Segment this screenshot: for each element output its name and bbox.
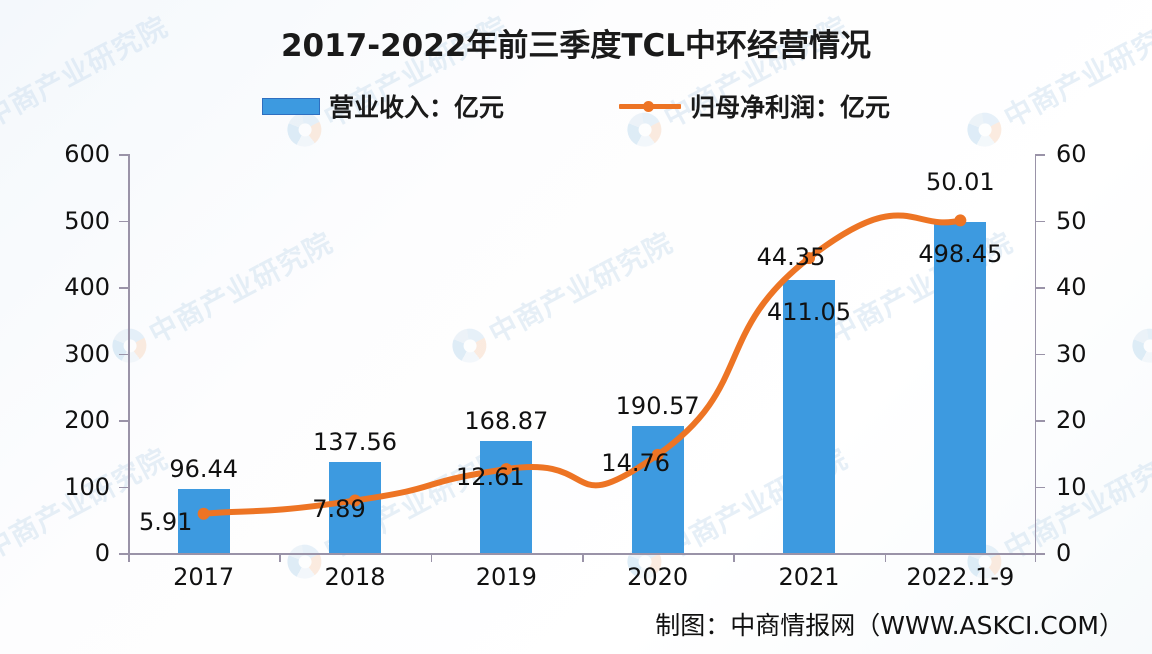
y-axis-left-tick-label: 300 (64, 339, 110, 368)
y-axis-right-tick-label: 40 (1056, 273, 1087, 301)
y-axis-right-tick-label: 50 (1056, 206, 1087, 235)
bar[interactable] (631, 426, 684, 553)
y-axis-right (1034, 154, 1036, 553)
y-axis-left-tick (119, 154, 128, 156)
y-axis-right-tick (1036, 154, 1045, 156)
line-value-label: 7.89 (312, 494, 366, 523)
line-value-label: 5.91 (138, 507, 193, 536)
bar-swatch-icon (261, 97, 320, 115)
y-axis-left-tick (119, 287, 128, 289)
legend-item-net-profit[interactable]: 归母净利润：亿元 (619, 88, 890, 124)
page-title: 2017-2022年前三季度TCL中环经营情况 (280, 28, 872, 64)
y-axis-right-tick (1036, 287, 1045, 289)
x-axis-label: 2018 (324, 563, 386, 591)
bar[interactable] (329, 461, 381, 553)
y-axis-left-tick-label: 400 (64, 273, 110, 301)
y-axis-left-tick-label: 0 (94, 539, 110, 567)
line-point-marker[interactable] (954, 214, 967, 227)
y-axis-right-tick-label: 30 (1056, 339, 1087, 368)
y-axis-left-tick-label: 500 (64, 206, 110, 235)
plot-area: 0 100 200 300 400 500 600 0 10 20 30 40 50 60 2017 20… (64, 142, 1086, 591)
x-axis-tick (1034, 553, 1036, 562)
line-point-marker[interactable] (349, 494, 361, 507)
y-axis-right-tick-label: 60 (1056, 140, 1087, 168)
x-axis-label: 2017 (173, 563, 235, 591)
y-axis-right-tick-label: 10 (1056, 472, 1087, 501)
y-axis-right-tick (1036, 420, 1045, 422)
line-marker-icon (619, 98, 681, 115)
x-axis-label: 2022.1-9 (906, 563, 1015, 591)
legend-label-net-profit: 归母净利润：亿元 (690, 93, 891, 122)
bar[interactable] (480, 440, 533, 553)
bar-value-label: 168.87 (464, 406, 549, 435)
line-point-marker[interactable] (651, 448, 664, 461)
line-series (197, 212, 967, 520)
legend-label-revenue: 营业收入：亿元 (328, 93, 504, 122)
x-axis-tick (582, 553, 584, 562)
bar[interactable] (177, 488, 230, 553)
bar-value-label: 411.05 (767, 297, 851, 326)
y-axis-left-tick-label: 200 (64, 406, 110, 434)
bar-value-label: 498.45 (918, 239, 1003, 268)
y-axis-left-tick-label: 100 (64, 472, 110, 501)
legend-item-revenue[interactable]: 营业收入：亿元 (261, 88, 504, 124)
y-axis-left-tick (119, 486, 128, 488)
y-axis-right-tick (1036, 220, 1045, 222)
x-axis-label: 2019 (475, 563, 537, 591)
line-point-marker[interactable] (500, 463, 513, 476)
y-axis-left-tick (119, 553, 128, 555)
line-value-label: 12.61 (455, 463, 525, 492)
y-axis-left-tick (119, 220, 128, 222)
y-axis-right-tick (1036, 486, 1045, 488)
line-point-marker[interactable] (803, 252, 815, 265)
line-value-label: 50.01 (925, 168, 995, 197)
chart-legend: 营业收入：亿元 归母净利润：亿元 (0, 88, 1152, 124)
x-axis-tick (128, 553, 130, 562)
bar[interactable] (934, 221, 987, 553)
x-axis-tick (733, 553, 735, 562)
x-axis-tick (430, 553, 433, 562)
y-axis-right-tick-label: 0 (1056, 539, 1072, 567)
y-axis-right-tick-label: 20 (1056, 406, 1087, 434)
line-value-label: 14.76 (601, 448, 671, 477)
x-axis-label: 2020 (627, 563, 689, 591)
y-axis-right-tick (1036, 553, 1045, 555)
bar-value-label: 96.44 (169, 454, 239, 483)
line-value-label: 44.35 (756, 243, 826, 272)
x-axis-tick (279, 553, 281, 562)
y-axis-right-tick (1036, 353, 1045, 355)
bar-value-label: 137.56 (313, 427, 397, 456)
x-axis-label: 2021 (778, 563, 840, 591)
line-point-marker[interactable] (197, 507, 210, 520)
x-axis-tick (884, 553, 887, 562)
bar-value-label: 190.57 (615, 392, 700, 421)
y-axis-left-tick (119, 420, 128, 422)
y-axis-left-tick-label: 600 (64, 140, 110, 168)
footer-credit: 制图：中商情报网（WWW.ASKCI.COM） (655, 611, 1124, 640)
